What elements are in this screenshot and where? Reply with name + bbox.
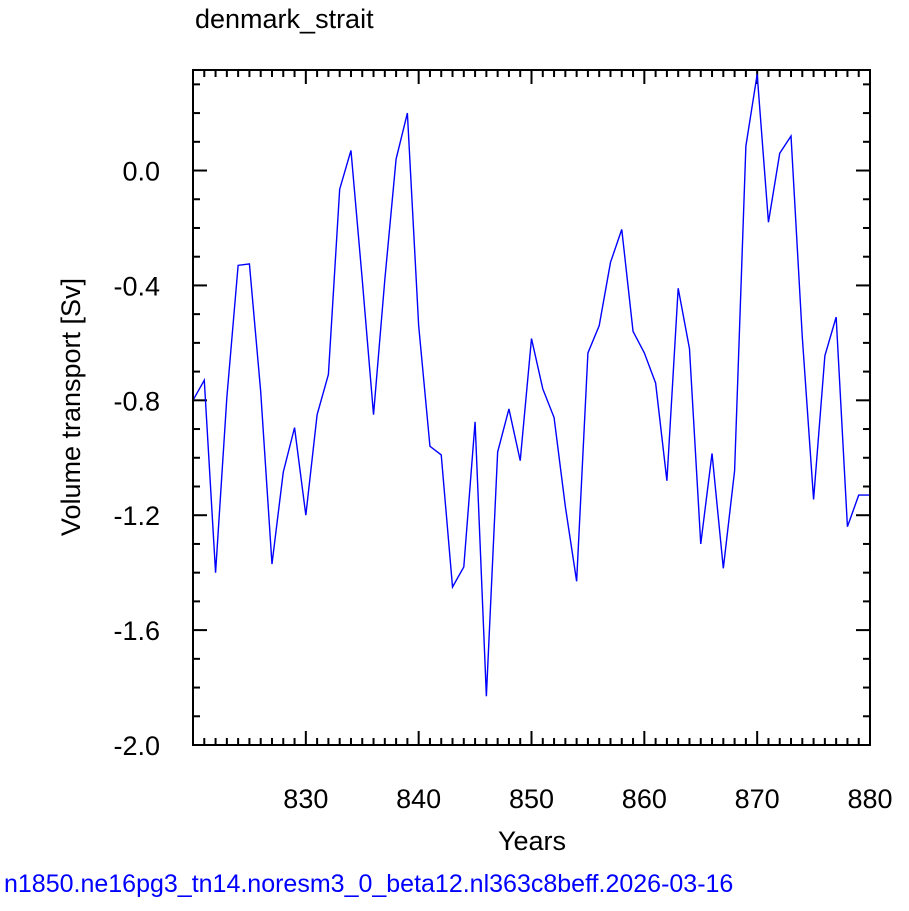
x-tick-label: 860 (622, 784, 667, 814)
x-tick-label: 830 (283, 784, 328, 814)
y-tick-label: -0.4 (113, 271, 160, 301)
series-line (193, 74, 870, 697)
x-tick-label: 840 (396, 784, 441, 814)
tick-labels: 830 840 850 860 870 880 -2.0 -1.6 -1.2 -0.8 -0.4 0.… (113, 157, 892, 814)
x-tick-label: 880 (847, 784, 892, 814)
case-name-footer: n1850.ne16pg3_tn14.noresm3_0_beta12.nl36… (4, 870, 734, 898)
y-tick-label: -1.6 (113, 616, 160, 646)
plot-frame (192, 69, 871, 746)
y-tick-label: -0.8 (113, 386, 160, 416)
y-tick-label: -1.2 (113, 501, 160, 531)
chart-title: denmark_strait (195, 4, 374, 34)
y-tick-label: -2.0 (113, 731, 160, 761)
tick-marks (192, 70, 871, 746)
x-tick-label: 870 (735, 784, 780, 814)
x-axis-label: Years (498, 826, 566, 856)
plot-area (193, 74, 870, 697)
y-tick-label: 0.0 (122, 157, 160, 187)
x-tick-label: 850 (509, 784, 554, 814)
y-axis-label: Volume transport [Sv] (56, 278, 86, 536)
